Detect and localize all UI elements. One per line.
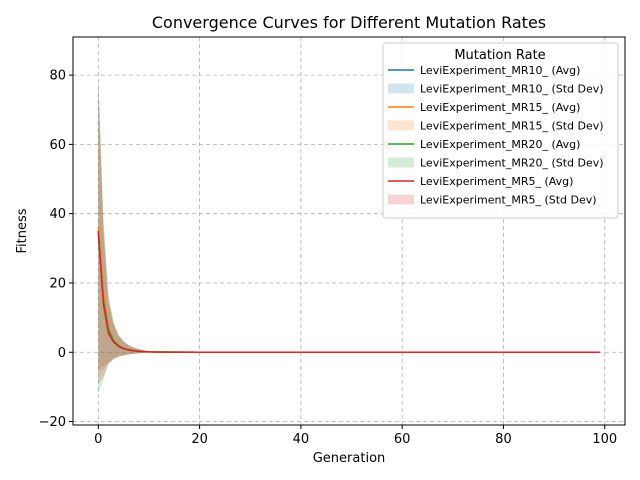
y-axis-label: Fitness — [15, 208, 30, 253]
x-tick-label: 80 — [495, 432, 512, 447]
avg-lines — [97, 227, 600, 354]
y-axis-ticks: −20 0 20 40 60 80 — [39, 69, 73, 430]
y-tick-label: −20 — [39, 415, 66, 430]
x-axis-ticks: 0 20 40 60 80 100 — [94, 425, 617, 447]
x-tick-label: 0 — [94, 432, 102, 447]
y-tick-label: 0 — [58, 346, 66, 361]
legend-label: LeviExperiment_MR5_ (Avg) — [420, 175, 573, 188]
legend-label: LeviExperiment_MR15_ (Avg) — [420, 101, 580, 114]
legend-label: LeviExperiment_MR15_ (Std Dev) — [420, 120, 604, 133]
x-axis-label: Generation — [313, 451, 386, 466]
avg-line-1 — [97, 227, 600, 354]
avg-line-0 — [97, 230, 600, 354]
x-tick-label: 100 — [592, 432, 617, 447]
legend-label: LeviExperiment_MR10_ (Avg) — [420, 64, 580, 77]
avg-line-2 — [97, 234, 600, 354]
y-tick-label: 40 — [49, 207, 66, 222]
plot-frame — [72, 36, 626, 426]
legend-band-swatch — [388, 157, 414, 168]
legend-band-swatch — [388, 120, 414, 131]
avg-line-3 — [97, 230, 600, 354]
x-tick-label: 20 — [191, 432, 208, 447]
legend-title: Mutation Rate — [454, 48, 545, 63]
x-tick-label: 40 — [293, 432, 310, 447]
legend-box — [382, 42, 619, 219]
legend: Mutation Rate LeviExperiment_MR10_ (Avg)… — [382, 42, 619, 219]
legend-label: LeviExperiment_MR20_ (Avg) — [420, 138, 580, 151]
legend-label: LeviExperiment_MR10_ (Std Dev) — [420, 83, 604, 96]
y-tick-label: 60 — [49, 138, 66, 153]
x-tick-label: 60 — [394, 432, 411, 447]
chart-title: Convergence Curves for Different Mutatio… — [152, 13, 546, 32]
legend-label: LeviExperiment_MR5_ (Std Dev) — [420, 194, 597, 207]
y-tick-label: 80 — [49, 69, 66, 84]
legend-band-swatch — [388, 83, 414, 94]
legend-label: LeviExperiment_MR20_ (Std Dev) — [420, 157, 604, 170]
legend-band-swatch — [388, 194, 414, 205]
y-tick-label: 20 — [49, 276, 66, 291]
